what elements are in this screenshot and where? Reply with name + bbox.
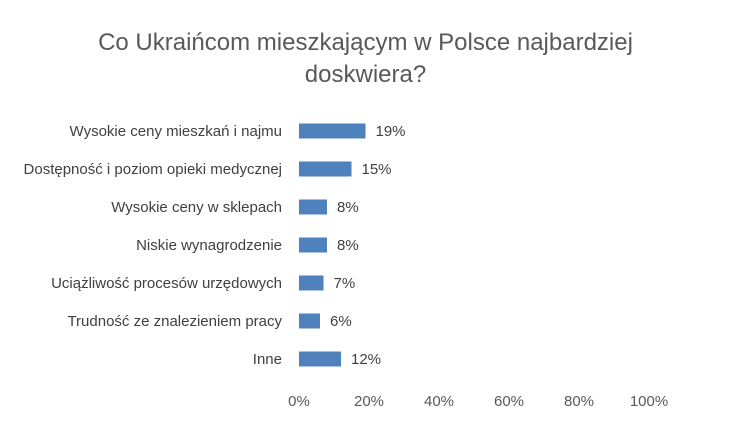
category-label: Wysokie ceny w sklepach: [111, 199, 282, 216]
bar[interactable]: [299, 237, 327, 253]
data-label: 15%: [362, 161, 392, 178]
category-label: Niskie wynagrodzenie: [136, 237, 282, 254]
bar[interactable]: [299, 275, 324, 291]
category-label: Trudność ze znalezieniem pracy: [67, 313, 282, 330]
x-tick-label: 20%: [354, 393, 384, 410]
data-label: 19%: [376, 123, 406, 140]
chart-title-line-2: doskwiera?: [304, 61, 427, 88]
category-label: Wysokie ceny mieszkań i najmu: [70, 123, 282, 140]
data-label: 8%: [337, 237, 359, 254]
chart-title-line-1: Co Ukraińcom mieszkającym w Polsce najba…: [98, 29, 633, 56]
bar[interactable]: [299, 313, 320, 329]
data-label: 12%: [351, 351, 381, 368]
category-label: Inne: [253, 351, 282, 368]
category-label: Uciążliwość procesów urzędowych: [51, 275, 282, 292]
bar[interactable]: [299, 351, 341, 367]
bar[interactable]: [299, 199, 327, 215]
x-tick-label: 80%: [564, 393, 594, 410]
data-label: 8%: [337, 199, 359, 216]
x-tick-label: 100%: [630, 393, 668, 410]
x-tick-label: 60%: [494, 393, 524, 410]
category-label: Dostępność i poziom opieki medycznej: [24, 161, 282, 178]
x-tick-label: 0%: [288, 393, 310, 410]
data-label: 6%: [330, 313, 352, 330]
bar[interactable]: [299, 161, 352, 177]
x-tick-label: 40%: [424, 393, 454, 410]
data-label: 7%: [334, 275, 356, 292]
bar[interactable]: [299, 123, 366, 139]
